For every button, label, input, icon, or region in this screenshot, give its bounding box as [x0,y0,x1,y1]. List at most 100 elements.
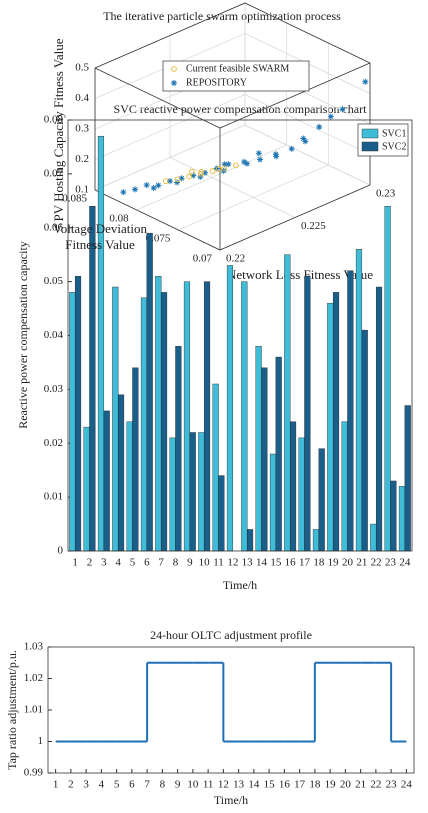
repository-point [339,106,346,113]
z-tick-label: 0.1 [75,184,89,196]
bar [155,276,162,552]
y-tick-label: 0.99 [24,767,44,779]
x-tick-label: 4 [115,557,121,569]
bar [289,421,297,552]
x-tick-label: 8 [160,779,166,791]
x-tick-label: 10 [187,779,199,791]
x-tick-label: 1 [53,779,59,791]
bar [347,270,354,552]
y-tick-label: 0.05 [44,275,64,287]
bar [74,276,82,552]
x-axis-label: Time/h [214,793,248,807]
legend-label: SVC1 [382,128,406,139]
chart-title: The iterative particle swarm optimizatio… [103,9,341,23]
y-tick-label: 1.02 [24,672,43,684]
x-axis-label: Network Loss Fitness Value [227,267,373,282]
x-tick-label: 18 [313,557,325,569]
bar [103,410,110,552]
bar [361,329,368,552]
x-tick-label: 17 [299,557,311,569]
x-tick-label: 0.22 [226,253,245,265]
plot-frame [47,646,415,774]
x-tick-label: 14 [248,779,260,791]
x-tick-label: 3 [101,557,107,569]
bar [390,480,397,552]
bar [341,421,348,552]
x-tick-label: 14 [256,557,268,569]
bar [132,367,139,552]
bar [226,265,234,552]
swarm-point [189,168,195,175]
x-tick-label: 21 [356,557,367,569]
x-axis-label: Time/h [223,578,257,592]
box-edge [94,2,371,69]
x-tick-label: 10 [199,557,211,569]
x-tick-label: 12 [227,557,238,569]
swarm-point [162,178,169,185]
x-tick-label: 13 [242,557,254,569]
repository-point [255,150,262,157]
swarm-point [232,162,239,169]
legend-swatch [361,141,379,152]
x-tick-label: 13 [233,779,245,791]
x-tick-label: 12 [218,779,229,791]
x-tick-label: 15 [264,779,276,791]
repository-point [221,161,228,168]
repository-point [302,138,309,145]
repository-point [288,145,295,152]
x-tick-label: 16 [285,557,297,569]
repository-point [257,156,263,163]
bar [69,292,76,552]
y-tick-label: 1 [38,735,44,747]
repository-point [178,175,185,182]
y-tick-label: 0.03 [44,383,64,395]
bar [169,437,176,552]
x-tick-label: 22 [371,557,382,569]
x-tick-label: 0.225 [301,220,326,232]
legend-label: SVC2 [382,141,406,152]
legend-label: REPOSITORY [186,77,247,88]
x-tick-label: 2 [87,557,93,569]
repository-point [143,182,150,189]
grid-line [178,43,329,231]
legend-box [162,60,310,92]
bar [355,249,363,552]
bar [218,475,225,552]
y-axis-label: Tap ratio adjustment/p.u. [5,650,19,770]
swarm-point [198,169,205,175]
bar [261,367,268,552]
bar [246,529,254,552]
y-axis-label: Voltage Deviation Fitness Value [53,221,147,252]
x-tick-label: 20 [340,779,352,791]
y-tick-label: 0.04 [44,329,64,341]
grid-line [94,3,246,191]
chart-title: 24-hour OLTC adjustment profile [150,628,312,642]
x-tick-label: 20 [342,557,354,569]
x-tick-label: 5 [114,779,120,791]
bar [375,286,383,552]
x-tick-label: 15 [270,557,282,569]
bar [175,346,182,552]
repository-point [244,160,250,167]
bar [117,394,125,552]
x-tick-label: 6 [129,779,135,791]
x-tick-label: 7 [144,779,150,791]
legend-label: Current feasible SWARM [186,63,289,74]
x-tick-label: 9 [187,557,193,569]
y-tick-label: 1.01 [24,704,43,716]
z-tick-label: 0.5 [75,62,89,74]
bar [203,281,211,552]
repository-point [155,182,162,189]
x-tick-label: 0.23 [376,188,396,200]
repository-point [150,185,157,192]
bar [398,486,406,552]
legend-swatch [361,128,379,139]
swarm-point [215,166,222,172]
y-tick-label: 0.07 [44,167,64,179]
repository-point [300,135,307,142]
y-tick-label: 0.06 [44,221,64,233]
bar [370,523,377,552]
x-tick-label: 9 [175,779,181,791]
